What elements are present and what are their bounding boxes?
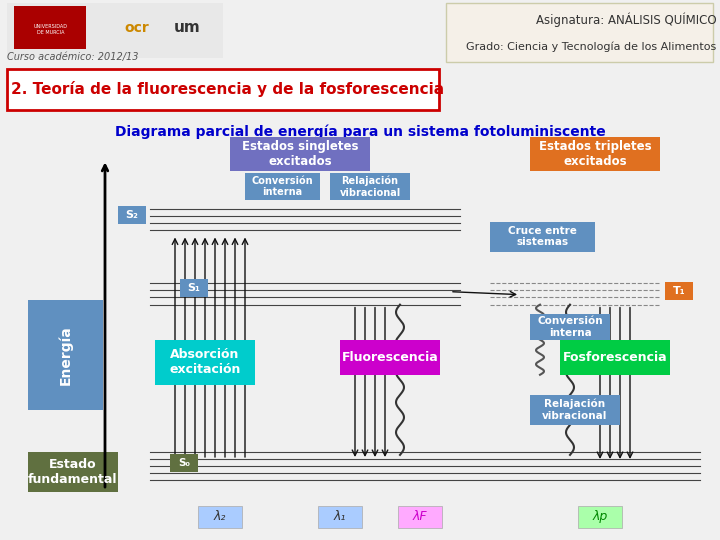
Text: UNIVERSIDAD
DE MURCIA: UNIVERSIDAD DE MURCIA bbox=[33, 24, 68, 35]
Text: Estados singletes
excitados: Estados singletes excitados bbox=[242, 140, 359, 168]
FancyBboxPatch shape bbox=[180, 279, 208, 296]
FancyBboxPatch shape bbox=[530, 314, 610, 340]
Text: Absorción
excitación: Absorción excitación bbox=[169, 348, 240, 376]
Text: λ₁: λ₁ bbox=[334, 510, 346, 523]
Text: λ₂: λ₂ bbox=[214, 510, 226, 523]
Text: Conversión
interna: Conversión interna bbox=[537, 316, 603, 338]
Text: Estado
fundamental: Estado fundamental bbox=[28, 458, 118, 486]
Text: λp: λp bbox=[593, 510, 608, 523]
FancyBboxPatch shape bbox=[330, 173, 410, 199]
Text: ocr: ocr bbox=[125, 21, 149, 35]
Text: Cruce entre
sistemas: Cruce entre sistemas bbox=[508, 226, 577, 247]
FancyBboxPatch shape bbox=[398, 506, 442, 528]
FancyBboxPatch shape bbox=[578, 506, 622, 528]
FancyBboxPatch shape bbox=[318, 506, 362, 528]
Text: S₂: S₂ bbox=[125, 210, 138, 220]
FancyBboxPatch shape bbox=[14, 6, 86, 49]
FancyBboxPatch shape bbox=[530, 395, 620, 425]
Text: Curso académico: 2012/13: Curso académico: 2012/13 bbox=[7, 51, 139, 62]
Text: Relajación
vibracional: Relajación vibracional bbox=[542, 399, 608, 421]
Text: Estados tripletes
excitados: Estados tripletes excitados bbox=[539, 140, 652, 168]
Text: Fluorescencia: Fluorescencia bbox=[341, 351, 438, 364]
FancyBboxPatch shape bbox=[230, 138, 370, 172]
Text: Fosforescencia: Fosforescencia bbox=[563, 351, 667, 364]
Text: Conversión
interna: Conversión interna bbox=[252, 176, 313, 197]
FancyBboxPatch shape bbox=[198, 506, 242, 528]
FancyBboxPatch shape bbox=[490, 221, 595, 252]
FancyBboxPatch shape bbox=[7, 69, 439, 110]
Text: Diagrama parcial de energía para un sistema fotoluminiscente: Diagrama parcial de energía para un sist… bbox=[114, 124, 606, 139]
Text: T₁: T₁ bbox=[672, 286, 685, 295]
Text: Grado: Ciencia y Tecnología de los Alimentos: Grado: Ciencia y Tecnología de los Alime… bbox=[466, 42, 716, 52]
FancyBboxPatch shape bbox=[245, 173, 320, 199]
Text: um: um bbox=[174, 21, 201, 35]
FancyBboxPatch shape bbox=[530, 138, 660, 172]
Text: Relajación
vibracional: Relajación vibracional bbox=[339, 176, 400, 198]
Text: Asignatura: ANÁLISIS QUÍMICO: Asignatura: ANÁLISIS QUÍMICO bbox=[536, 12, 716, 26]
FancyBboxPatch shape bbox=[665, 282, 693, 300]
Text: 2. Teoría de la fluorescencia y de la fosforescencia: 2. Teoría de la fluorescencia y de la fo… bbox=[11, 81, 444, 97]
Text: S₁: S₁ bbox=[188, 282, 200, 293]
FancyBboxPatch shape bbox=[7, 3, 223, 58]
Text: S₀: S₀ bbox=[178, 458, 190, 468]
FancyBboxPatch shape bbox=[170, 454, 198, 472]
FancyBboxPatch shape bbox=[118, 206, 146, 224]
FancyBboxPatch shape bbox=[560, 340, 670, 375]
Text: λF: λF bbox=[413, 510, 427, 523]
FancyBboxPatch shape bbox=[28, 452, 118, 492]
FancyBboxPatch shape bbox=[28, 300, 103, 410]
FancyBboxPatch shape bbox=[340, 340, 440, 375]
FancyBboxPatch shape bbox=[446, 3, 713, 62]
FancyBboxPatch shape bbox=[155, 340, 255, 385]
Text: Energía: Energía bbox=[58, 325, 72, 384]
